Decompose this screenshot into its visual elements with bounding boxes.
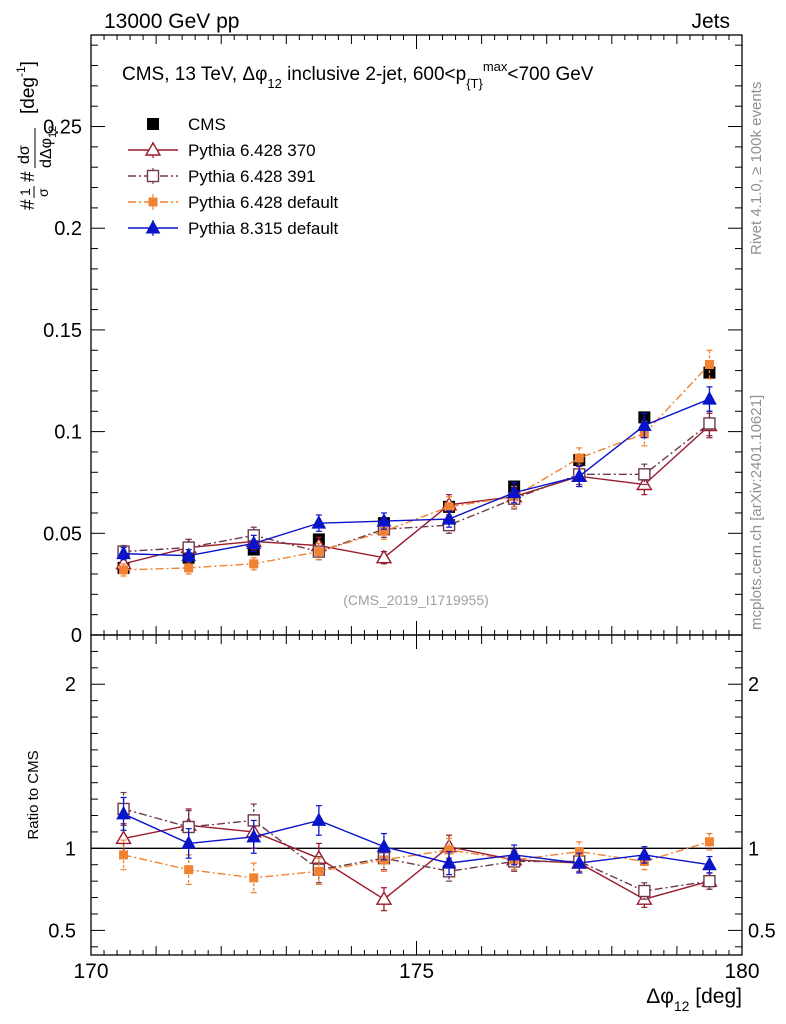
legend-marker	[148, 197, 158, 207]
ratio-plot-area	[115, 791, 718, 912]
legend-marker	[147, 118, 159, 130]
ratio-series-3-point	[116, 805, 131, 820]
ratio-series-3-point	[246, 828, 262, 843]
series-0-point	[636, 476, 653, 491]
y-tick-label: 0.1	[54, 422, 82, 444]
svg-text:dσ: dσ	[16, 145, 33, 164]
x-tick-label: 175	[399, 960, 434, 983]
series-3-point	[441, 511, 457, 525]
svg-text:1: 1	[17, 188, 33, 196]
ratio-series-3-point	[637, 846, 652, 861]
series-2-point	[574, 453, 584, 463]
series-1-point	[703, 417, 716, 430]
main-axis-ticks: 0 0.05 0.1 0.15 0.2 0.25	[43, 35, 743, 647]
ratio-y-tick-label-left: 1	[65, 838, 76, 860]
series-3-point	[637, 417, 652, 432]
legend-label: Pythia 6.428 default	[188, 193, 339, 212]
ratio-series-1-point	[638, 884, 651, 898]
legend-label: Pythia 6.428 370	[188, 141, 316, 160]
series-0-point	[375, 549, 393, 564]
series-3-point	[116, 545, 131, 560]
ratio-series-1-point	[703, 874, 716, 888]
y-tick-label: 0	[71, 625, 82, 647]
svg-text:[deg-1]: [deg-1]	[14, 61, 39, 114]
series-2-line	[123, 364, 710, 571]
svg-text:#: #	[18, 171, 39, 182]
series-3-point	[702, 391, 717, 405]
ratio-series-2-line	[123, 841, 710, 879]
ratio-series-3-point	[376, 838, 392, 853]
series-3-point	[311, 515, 327, 529]
series-1-point	[638, 468, 651, 481]
series-2-point	[314, 547, 324, 557]
ratio-series-2-point	[119, 850, 129, 860]
ratio-series-3-point	[311, 812, 327, 826]
ratio-y-tick-label-right: 1	[748, 838, 759, 860]
series-2-point	[444, 502, 454, 512]
legend-marker	[146, 169, 160, 183]
legend: CMS Pythia 6.428 370 Pythia 6.428 391 Pythi…	[128, 115, 339, 238]
header-right: Jets	[691, 10, 730, 33]
svg-text:#: #	[18, 199, 39, 210]
y-tick-label: 0.2	[54, 218, 82, 240]
ratio-series-3-line	[123, 813, 710, 866]
x-axis-label: Δφ12 [deg]	[646, 985, 742, 1014]
series-1-line	[123, 422, 710, 553]
ratio-series-0-line	[123, 824, 710, 901]
ratio-series-2-point	[314, 866, 324, 876]
series-3-point	[246, 535, 262, 549]
side-rivet-label: Rivet 4.1.0, ≥ 100k events	[748, 82, 765, 255]
ratio-series-2-point	[249, 873, 259, 883]
y-tick-label: 0.25	[43, 117, 82, 139]
ratio-series-3-point	[571, 855, 587, 869]
ratio-y-tick-label-left: 0.5	[48, 920, 76, 942]
series-3-point	[506, 484, 522, 499]
side-mcplots-label: mcplots.cern.ch [arXiv:2401.10621]	[748, 395, 765, 630]
svg-text:σ: σ	[35, 188, 51, 197]
ratio-series-3-point	[181, 835, 196, 849]
legend-marker	[145, 219, 161, 234]
ratio-y-tick-label-right: 2	[748, 674, 759, 696]
series-2-point	[704, 359, 714, 369]
y-tick-label: 0.15	[43, 320, 82, 342]
ratio-series-2-point	[184, 865, 194, 875]
series-3-point	[181, 547, 196, 562]
main-y-label: # 1 σ # dσ dΔφ12 [deg-1]	[14, 61, 59, 210]
x-tick-label: 170	[73, 960, 108, 983]
series-3-point	[571, 468, 587, 482]
svg-text:dΔφ12: dΔφ12	[38, 126, 59, 168]
ratio-y-label: Ratio to CMS	[25, 750, 42, 839]
series-2-point	[184, 563, 194, 573]
series-3-line	[123, 398, 710, 557]
ratio-series-2-point	[704, 837, 714, 847]
series-3-point	[376, 513, 392, 527]
ratio-y-tick-label-right: 0.5	[748, 920, 776, 942]
ratio-series-3-point	[441, 855, 457, 869]
ratio-series-1-line	[123, 808, 710, 892]
header-left: 13000 GeV pp	[104, 10, 239, 33]
ratio-series-0-point	[115, 830, 132, 845]
main-plot-area	[115, 349, 718, 577]
ratio-series-0-point	[375, 890, 393, 905]
x-tick-label: 180	[724, 960, 759, 983]
ratio-series-3-point	[506, 846, 522, 861]
ratio-y-tick-label-left: 2	[65, 674, 76, 696]
ratio-series-3-point	[702, 856, 717, 871]
legend-label: CMS	[188, 115, 226, 134]
y-tick-label: 0.05	[43, 523, 82, 545]
ratio-axis-ticks: 170 175 180 0.5 0.5 1 1 2 2	[48, 635, 776, 983]
legend-label: Pythia 8.315 default	[188, 219, 339, 238]
legend-marker	[144, 141, 162, 156]
legend-label: Pythia 6.428 391	[188, 167, 316, 186]
series-2-point	[249, 559, 259, 569]
series-0-line	[123, 424, 710, 565]
watermark: (CMS_2019_I1719955)	[343, 592, 489, 608]
series-2-point	[119, 565, 129, 575]
plot-title: CMS, 13 TeV, Δφ12 inclusive 2-jet, 600<p…	[122, 59, 594, 91]
